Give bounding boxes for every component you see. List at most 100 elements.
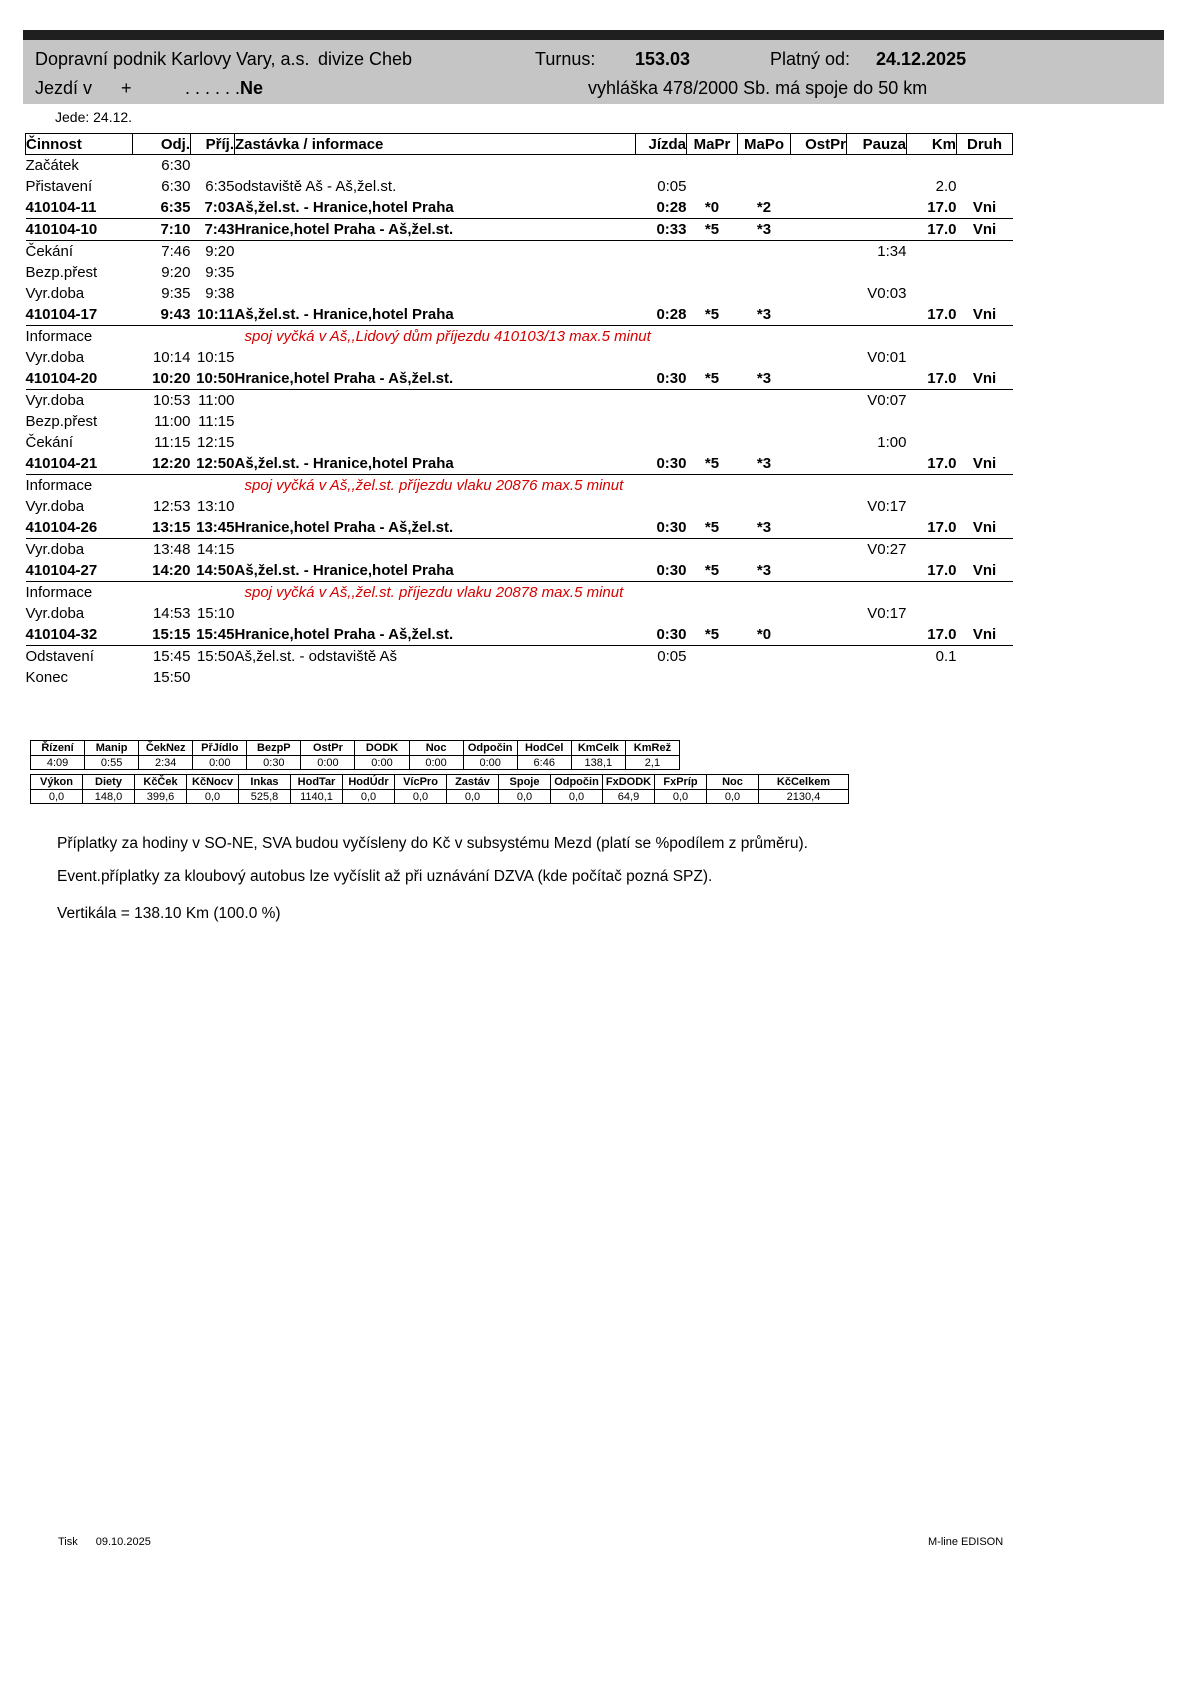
cell-zastavka bbox=[235, 241, 636, 263]
summary-header-cell: KmRež bbox=[624, 740, 681, 756]
cell-mapo bbox=[738, 582, 791, 604]
cell-km bbox=[907, 155, 957, 177]
cell-cinnost: Vyr.doba bbox=[25, 498, 85, 515]
app-brand: M-line EDISON bbox=[928, 1536, 1004, 1548]
summary-value-cell: 0,0 bbox=[498, 789, 551, 804]
summary-value-cell: 0:00 bbox=[192, 755, 248, 770]
cell-mapo bbox=[738, 155, 791, 177]
cell-zastavka: Hranice,hotel Praha - Aš,žel.st. bbox=[234, 368, 636, 390]
info-row: Informace spoj vyčká v Aš,,Lidový dům pří… bbox=[26, 326, 1013, 348]
cell-cinnost: Informace bbox=[25, 584, 93, 601]
column-header: Km bbox=[906, 133, 957, 155]
cell-mapo: *3 bbox=[737, 453, 791, 475]
cell-druh: Vni bbox=[956, 560, 1013, 582]
summary-value-cell: 525,8 bbox=[238, 789, 291, 804]
cell-pauza bbox=[847, 582, 907, 604]
cell-zastavka: spoj vyčká v Aš,,Lidový dům příjezdu 410… bbox=[244, 328, 651, 345]
cell-mapr bbox=[687, 475, 738, 497]
cell-km: 17.0 bbox=[906, 517, 957, 539]
cell-mapo bbox=[738, 603, 791, 624]
cell-mapr bbox=[687, 176, 738, 197]
cell-ostpr bbox=[791, 176, 847, 197]
cell-druh bbox=[957, 411, 1013, 432]
cell-pauza: 1:00 bbox=[877, 434, 907, 451]
summary-value-cell: 2:34 bbox=[138, 755, 194, 770]
cell-druh bbox=[957, 432, 1013, 453]
cell-mapo bbox=[738, 390, 791, 412]
summary-header-cell: Zastáv bbox=[446, 774, 499, 790]
cell-cinnost: Informace bbox=[25, 328, 93, 345]
cell-mapo bbox=[738, 326, 791, 348]
cell-mapr bbox=[687, 411, 738, 432]
table-row: Vyr.doba 14:53 15:10 V0:17 bbox=[26, 603, 1013, 624]
cell-mapo bbox=[738, 347, 791, 368]
summary-header-cell: ČekNez bbox=[138, 740, 194, 756]
cell-zastavka bbox=[235, 539, 636, 561]
cell-jizda bbox=[636, 667, 687, 688]
note-surcharges: Příplatky za hodiny v SO-NE, SVA budou v… bbox=[57, 835, 808, 852]
cell-odj: 11:15 bbox=[154, 434, 191, 451]
cell-odj: 13:15 bbox=[132, 517, 191, 539]
document-header: Dopravní podnik Karlovy Vary, a.s. diviz… bbox=[23, 40, 1164, 104]
schedule-table: Činnost Odj. Příj. Zastávka / informace Jízd… bbox=[25, 133, 1013, 688]
cell-druh bbox=[957, 176, 1013, 197]
cell-zastavka: Hranice,hotel Praha - Aš,žel.st. bbox=[234, 517, 636, 539]
cell-mapr bbox=[687, 582, 738, 604]
top-rule-bar bbox=[23, 30, 1164, 40]
summary-header-cell: Řízení bbox=[29, 740, 86, 756]
cell-druh bbox=[957, 390, 1013, 412]
company-name: Dopravní podnik Karlovy Vary, a.s. bbox=[35, 49, 310, 69]
cell-prij: 12:15 bbox=[196, 434, 235, 451]
cell-cinnost: 410104-27 bbox=[25, 560, 133, 582]
cell-pauza bbox=[847, 155, 907, 177]
trip-row: 410104-17 9:43 10:11 Aš,žel.st. - Hranice,h… bbox=[25, 304, 1013, 326]
cell-ostpr bbox=[790, 517, 847, 539]
cell-ostpr bbox=[791, 539, 847, 561]
cell-mapr: *5 bbox=[686, 368, 738, 390]
cell-odj: 15:15 bbox=[132, 624, 191, 646]
cell-pauza bbox=[847, 326, 907, 348]
cell-druh: Vni bbox=[956, 368, 1013, 390]
cell-prij: 15:50 bbox=[196, 648, 235, 665]
cell-druh bbox=[957, 603, 1013, 624]
trip-row: 410104-21 12:20 12:50 Aš,žel.st. - Hranice,… bbox=[25, 453, 1013, 475]
summary-value-cell: 2130,4 bbox=[758, 789, 849, 804]
schedule-body: Začátek 6:30 Přistavení 6:30 6:35 odstaviště … bbox=[25, 155, 1013, 689]
cell-mapr: *5 bbox=[686, 517, 738, 539]
cell-prij bbox=[191, 475, 235, 497]
cell-cinnost: 410104-11 bbox=[25, 197, 133, 219]
cell-ostpr bbox=[791, 432, 847, 453]
summary-value-cell: 138,1 bbox=[570, 755, 626, 770]
summary-value-cell: 0:00 bbox=[300, 755, 356, 770]
cell-mapo bbox=[738, 496, 791, 517]
cell-mapr bbox=[687, 432, 738, 453]
cell-zastavka bbox=[235, 496, 636, 517]
cell-odj: 9:35 bbox=[161, 285, 191, 302]
cell-km bbox=[907, 283, 957, 304]
table-row: Přistavení 6:30 6:35 odstaviště Aš - Aš,žel… bbox=[26, 176, 1013, 197]
cell-cinnost: Přistavení bbox=[25, 178, 93, 195]
column-header: Činnost bbox=[25, 133, 133, 155]
cell-km: 2.0 bbox=[935, 178, 957, 195]
cell-prij: 14:50 bbox=[190, 560, 235, 582]
runs-dots: . . . . . . bbox=[185, 78, 241, 98]
cell-jizda bbox=[636, 475, 687, 497]
cell-km bbox=[907, 539, 957, 561]
cell-prij: 14:15 bbox=[196, 541, 235, 558]
cell-zastavka: spoj vyčká v Aš,,žel.st. příjezdu vlaku … bbox=[244, 477, 624, 494]
summary-header-cell: Odpočin bbox=[462, 740, 518, 756]
cell-jizda: 0:30 bbox=[635, 368, 687, 390]
cell-zastavka bbox=[235, 390, 636, 412]
turnus-number: 153.03 bbox=[635, 49, 691, 69]
cell-ostpr bbox=[791, 475, 847, 497]
cell-mapr bbox=[687, 496, 738, 517]
cell-zastavka: odstaviště Aš - Aš,žel.st. bbox=[234, 178, 397, 195]
cell-druh: Vni bbox=[956, 517, 1013, 539]
trip-row: 410104-26 13:15 13:45 Hranice,hotel Praha -… bbox=[25, 517, 1013, 539]
column-header: MaPr bbox=[686, 133, 738, 155]
cell-cinnost: 410104-26 bbox=[25, 517, 133, 539]
column-header: Druh bbox=[956, 133, 1013, 155]
cell-km: 17.0 bbox=[906, 304, 957, 326]
cell-cinnost: Vyr.doba bbox=[25, 605, 85, 622]
summary-header-cell: FxDODK bbox=[602, 774, 655, 790]
